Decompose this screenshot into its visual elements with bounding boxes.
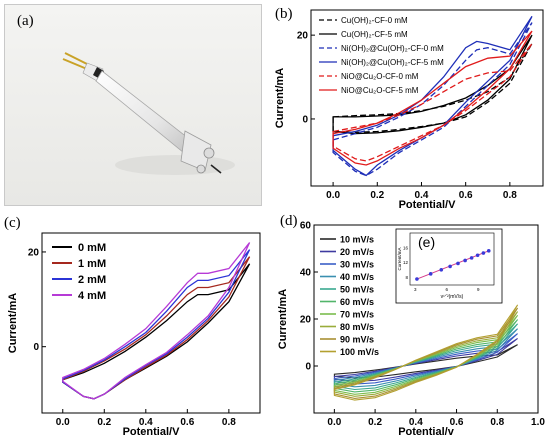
inset-point-7 — [469, 256, 474, 260]
legend-label-7: 70 mV/s — [340, 310, 374, 320]
inset-point-2 — [428, 272, 433, 276]
legend-label-6: NiO@Cu₂O-CF-5 mM — [341, 86, 419, 95]
x-tick-label: 0.6 — [459, 190, 473, 201]
legend-label-4: 40 mV/s — [340, 272, 374, 282]
inset-x-axis-label: v¹ᐟ²(mV/s) — [441, 294, 464, 300]
cv-chart-d: 0.0 0.2 0.4 0.6 0.8 1.0 0 20 40 60 Potential/v Curr… — [277, 221, 545, 439]
y-axis-label: Current/mA — [274, 68, 286, 129]
legend-label-2: 20 mV/s — [340, 247, 374, 257]
legend-label-5: 50 mV/s — [340, 285, 374, 295]
inset-point-10 — [486, 249, 491, 253]
series-line-10 — [333, 304, 519, 401]
legend-label-1: 0 mM — [78, 242, 106, 254]
panel-c-chart: 0.0 0.2 0.4 0.6 0.8 0 20 Potential/V Current/mA 0… — [2, 213, 270, 444]
y-tick-label: 60 — [300, 221, 312, 232]
electrode-knob-2 — [196, 164, 206, 174]
x-tick-label: 0.6 — [450, 417, 464, 428]
legend-label-1: 10 mV/s — [340, 235, 374, 245]
inset-x-tick-label: 3 — [414, 287, 417, 292]
legend-label-1: Cu(OH)₂-CF-0 mM — [341, 16, 408, 25]
series-line-6 — [332, 30, 533, 166]
inset-y-axis-label: Current/mA — [397, 247, 402, 270]
y-tick-label: 20 — [28, 247, 40, 258]
panel-label-c: (c) — [4, 215, 21, 231]
panel-d-chart: 0.0 0.2 0.4 0.6 0.8 1.0 0 20 40 60 Potential/v Curr… — [272, 213, 548, 444]
inset-x-tick-label: 6 — [445, 287, 448, 292]
inset-point-6 — [463, 258, 467, 263]
inset-point-9 — [481, 251, 486, 255]
x-axis-label: Potential/v — [398, 426, 455, 438]
inset-point-8 — [475, 253, 480, 258]
x-tick-label: 0.0 — [327, 417, 341, 428]
legend-label-5: NiO@Cu₂O-CF-0 mM — [341, 72, 419, 81]
x-tick-label: 0.4 — [409, 417, 423, 428]
inset-point-5 — [456, 261, 460, 266]
x-axis-label: Potential/V — [399, 199, 457, 211]
panel-a-photo: (a) — [4, 4, 262, 206]
inset-x-tick-label: 9 — [477, 287, 480, 292]
plot-frame — [41, 232, 261, 414]
x-tick-label: 0.2 — [368, 417, 382, 428]
electrode-wire-2 — [62, 58, 88, 70]
x-tick-label: 0.0 — [56, 417, 70, 428]
legend-label-3: Ni(OH)₂@Cu(OH)₂-CF-0 mM — [341, 44, 444, 53]
electrode-knob-1 — [203, 147, 215, 159]
cv-chart-c: 0.0 0.2 0.4 0.6 0.8 0 20 Potential/V Current/mA 0… — [7, 232, 261, 438]
panel-label-d: (d) — [280, 213, 298, 229]
panel-label-e: (e) — [418, 234, 435, 250]
electrode-tip — [210, 164, 222, 174]
inset-y-tick-label: 16 — [403, 245, 409, 250]
legend-label-3: 2 mM — [78, 274, 106, 286]
y-tick-label: 0 — [305, 362, 311, 373]
inset-y-tick-label: 8 — [405, 275, 408, 280]
x-tick-label: 0.2 — [97, 417, 111, 428]
legend-label-3: 30 mV/s — [340, 260, 374, 270]
legend-label-2: 1 mM — [78, 258, 106, 270]
y-axis-label: Current/mA — [7, 293, 19, 354]
legend-label-8: 80 mV/s — [340, 322, 374, 332]
x-tick-label: 0.8 — [490, 417, 504, 428]
y-tick-label: 20 — [300, 315, 312, 326]
x-tick-label: 0.6 — [180, 417, 194, 428]
series-line-5 — [332, 43, 533, 162]
panel-label-b: (b) — [275, 6, 293, 22]
series-line-1 — [332, 43, 533, 134]
y-tick-label: 20 — [297, 31, 309, 42]
x-tick-label: 0.8 — [222, 417, 236, 428]
legend-label-6: 60 mV/s — [340, 297, 374, 307]
x-tick-label: 0.8 — [503, 190, 517, 201]
panel-b-chart: 0.0 0.2 0.4 0.6 0.8 0 20 Potential/V Current/mA C… — [265, 2, 548, 221]
plot-frame — [310, 9, 544, 187]
inset-point-1 — [415, 277, 419, 281]
x-tick-label: 0.0 — [326, 190, 340, 201]
series-line-4 — [332, 15, 533, 177]
inset-plot-frame — [409, 232, 495, 286]
x-tick-label: 1.0 — [531, 417, 545, 428]
inset-y-tick-label: 12 — [403, 260, 409, 265]
x-tick-label: 0.4 — [415, 190, 429, 201]
legend-label-9: 90 mV/s — [340, 335, 374, 345]
inset-point-3 — [439, 267, 444, 272]
x-axis-label: Potential/V — [123, 426, 181, 438]
legend-label-2: Cu(OH)₂-CF-5 mM — [341, 30, 408, 39]
x-tick-label: 0.4 — [139, 417, 153, 428]
series-line-3 — [332, 22, 533, 177]
y-axis-label: Current/mA — [277, 289, 289, 350]
x-tick-label: 0.2 — [370, 190, 384, 201]
panel-label-a: (a) — [17, 13, 34, 29]
legend-label-4: Ni(OH)₂@Cu(OH)₂-CF-5 mM — [341, 58, 444, 67]
legend-label-4: 4 mM — [78, 290, 106, 302]
legend-label-10: 100 mV/s — [340, 347, 379, 357]
y-tick-label: 0 — [33, 342, 39, 353]
series-line-4 — [62, 242, 251, 400]
electrode-shadow — [115, 155, 235, 175]
series-line-3 — [62, 249, 251, 400]
electrode-clamp — [180, 130, 212, 172]
electrode-photo — [5, 5, 261, 205]
electrode-wire-1 — [64, 52, 90, 66]
y-tick-label: 0 — [302, 114, 308, 125]
cv-chart-b: 0.0 0.2 0.4 0.6 0.8 0 20 Potential/V Current/mA C… — [274, 9, 544, 211]
inset-point-4 — [448, 264, 452, 269]
y-tick-label: 40 — [300, 268, 312, 279]
